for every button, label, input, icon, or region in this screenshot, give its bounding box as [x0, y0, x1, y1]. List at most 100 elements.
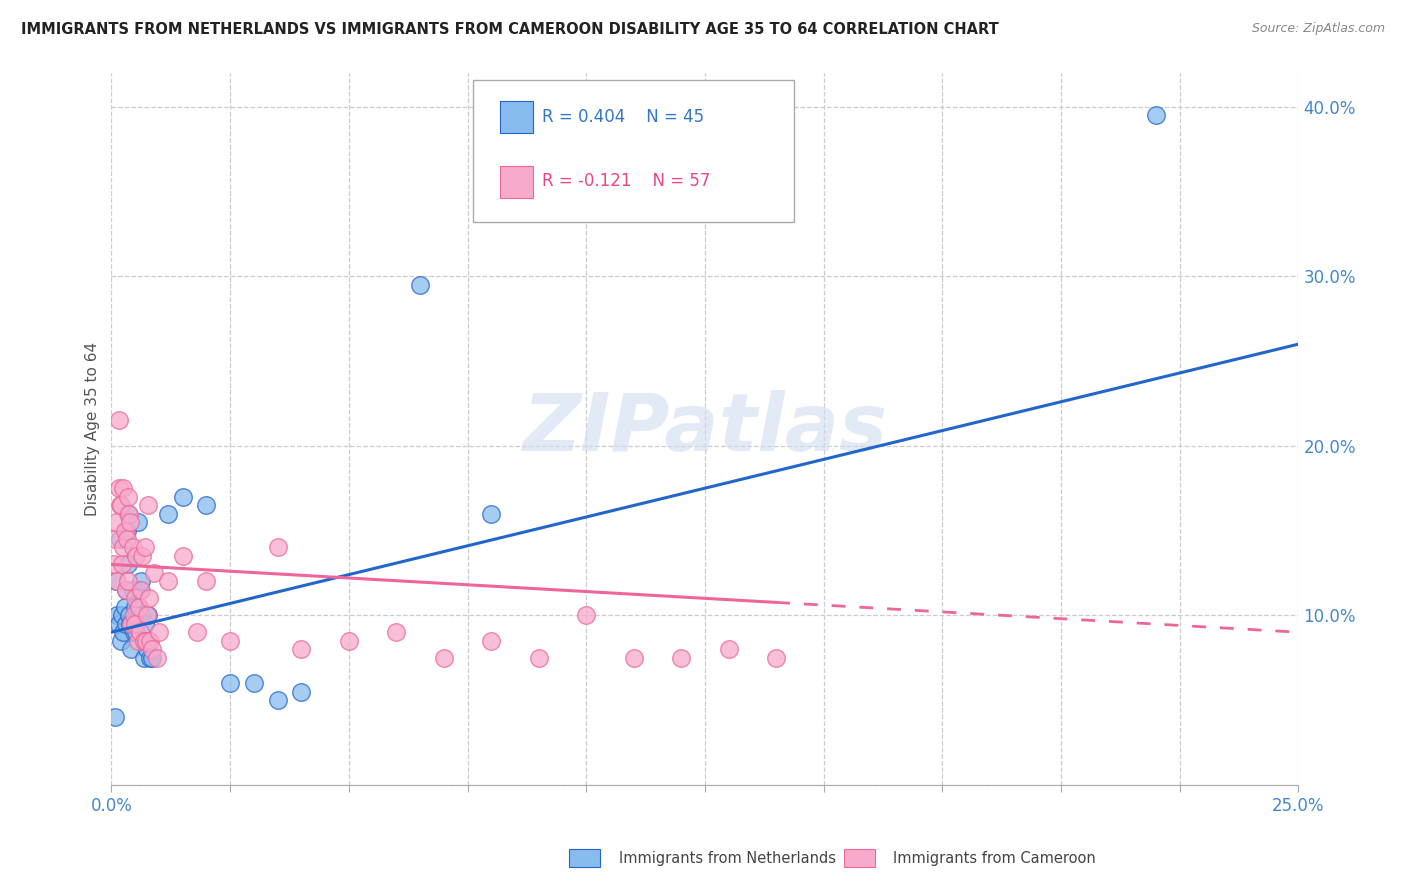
Bar — [499, 102, 533, 134]
Y-axis label: Disability Age 35 to 64: Disability Age 35 to 64 — [86, 342, 100, 516]
Point — [118, 608, 141, 623]
Point — [172, 490, 194, 504]
Point — [122, 608, 145, 623]
Point — [765, 650, 787, 665]
Point — [107, 616, 129, 631]
Point — [117, 507, 139, 521]
Point — [132, 650, 155, 665]
Point — [433, 650, 456, 665]
Point — [117, 490, 139, 504]
Point — [671, 650, 693, 665]
Point — [195, 574, 218, 589]
Point — [120, 616, 142, 631]
Point — [290, 684, 312, 698]
FancyBboxPatch shape — [474, 80, 794, 222]
Text: IMMIGRANTS FROM NETHERLANDS VS IMMIGRANTS FROM CAMEROON DISABILITY AGE 35 TO 64 : IMMIGRANTS FROM NETHERLANDS VS IMMIGRANT… — [21, 22, 998, 37]
Point — [104, 710, 127, 724]
Point — [290, 642, 312, 657]
Point — [139, 633, 162, 648]
Point — [111, 608, 134, 623]
Point — [219, 633, 242, 648]
Point — [117, 558, 139, 572]
Point — [141, 650, 163, 665]
Point — [114, 524, 136, 538]
Point — [128, 599, 150, 614]
Point — [124, 599, 146, 614]
Point — [114, 599, 136, 614]
Point — [143, 566, 166, 580]
Point — [129, 582, 152, 597]
Point — [114, 582, 136, 597]
Point — [157, 574, 180, 589]
Point — [114, 582, 136, 597]
Point — [110, 633, 132, 648]
Point — [138, 591, 160, 606]
Point — [243, 676, 266, 690]
Point — [195, 498, 218, 512]
Point — [111, 558, 134, 572]
Point — [138, 633, 160, 648]
Point — [124, 616, 146, 631]
Point — [120, 616, 142, 631]
Point — [124, 591, 146, 606]
Point — [107, 481, 129, 495]
Point — [134, 616, 156, 631]
Point — [129, 625, 152, 640]
Point — [127, 633, 149, 648]
Point — [219, 676, 242, 690]
Point — [105, 515, 128, 529]
Point — [479, 633, 502, 648]
Point — [138, 608, 160, 623]
Point — [145, 650, 167, 665]
Point — [120, 642, 142, 657]
Point — [105, 574, 128, 589]
Point — [479, 507, 502, 521]
Point — [623, 650, 645, 665]
Point — [115, 524, 138, 538]
Point — [112, 541, 135, 555]
Text: R = -0.121    N = 57: R = -0.121 N = 57 — [543, 172, 710, 190]
Text: ZIPatlas: ZIPatlas — [523, 390, 887, 468]
Point — [125, 549, 148, 563]
Bar — [499, 166, 533, 197]
Point — [136, 642, 159, 657]
Point — [266, 541, 288, 555]
Point — [132, 633, 155, 648]
Point — [575, 608, 598, 623]
Point — [125, 625, 148, 640]
Point — [172, 549, 194, 563]
Point — [186, 625, 208, 640]
Point — [148, 625, 170, 640]
Point — [337, 633, 360, 648]
Point — [114, 616, 136, 631]
Point — [112, 481, 135, 495]
Point — [103, 558, 125, 572]
Point — [115, 532, 138, 546]
Point — [135, 633, 157, 648]
Point — [117, 574, 139, 589]
Point — [136, 608, 159, 623]
Point — [131, 549, 153, 563]
Point — [385, 625, 408, 640]
Point — [121, 541, 143, 555]
Text: Immigrants from Cameroon: Immigrants from Cameroon — [893, 851, 1095, 865]
Point — [135, 633, 157, 648]
Point — [120, 515, 142, 529]
Point — [105, 608, 128, 623]
Point — [129, 574, 152, 589]
Text: Immigrants from Netherlands: Immigrants from Netherlands — [619, 851, 835, 865]
Point — [266, 693, 288, 707]
Point — [141, 642, 163, 657]
Point — [527, 650, 550, 665]
Point — [139, 650, 162, 665]
Point — [108, 498, 131, 512]
Point — [129, 582, 152, 597]
Text: Source: ZipAtlas.com: Source: ZipAtlas.com — [1251, 22, 1385, 36]
Point — [409, 277, 432, 292]
Point — [105, 574, 128, 589]
Point — [134, 541, 156, 555]
Point — [128, 599, 150, 614]
Point — [717, 642, 740, 657]
Point — [104, 532, 127, 546]
Point — [138, 498, 160, 512]
